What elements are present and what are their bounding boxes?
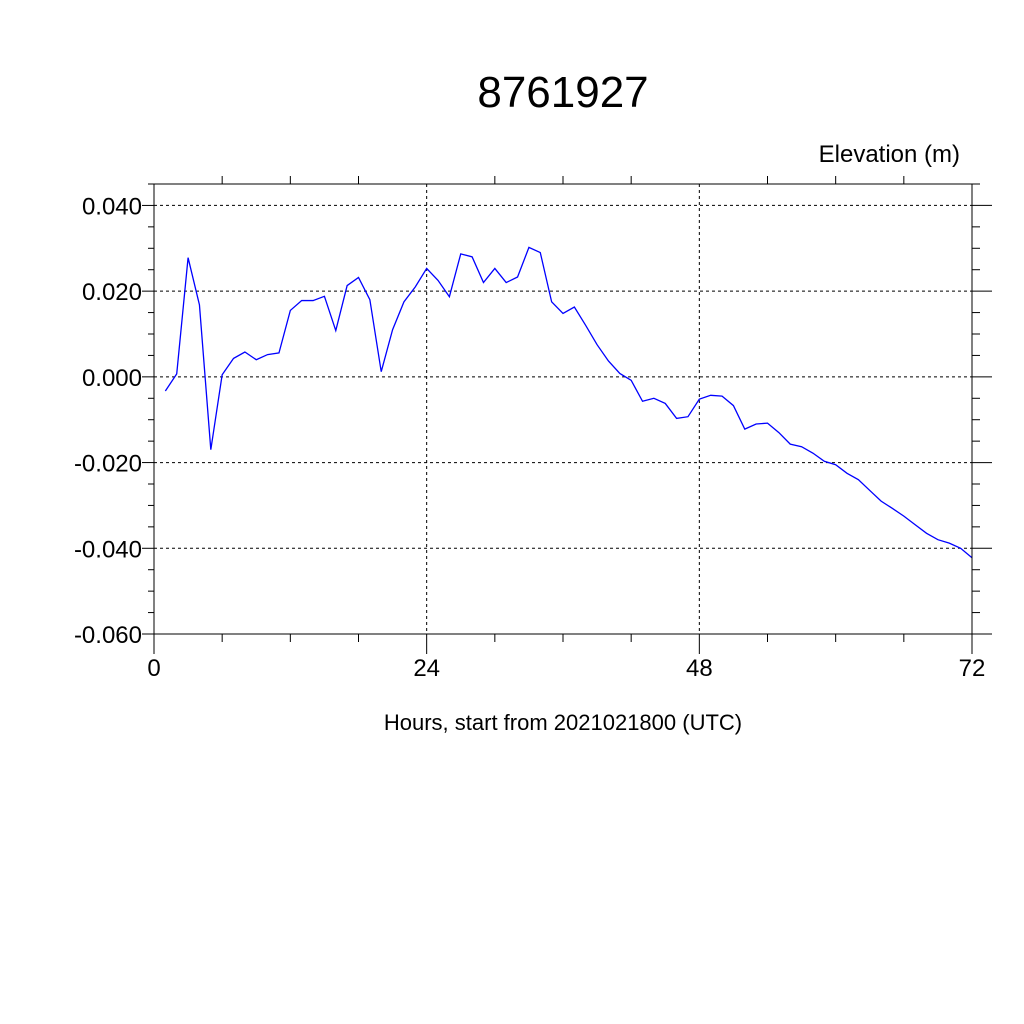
axis-ticks — [142, 176, 992, 654]
y-tick-label: 0.020 — [82, 279, 142, 306]
x-tick-label: 24 — [413, 655, 440, 682]
y-tick-label: -0.020 — [74, 451, 142, 478]
y-tick-label: -0.040 — [74, 536, 142, 563]
x-tick-label: 0 — [147, 655, 160, 682]
x-tick-label: 72 — [959, 655, 986, 682]
elevation-series-line — [164, 246, 973, 559]
plot-frame — [153, 183, 973, 635]
x-tick-label: 48 — [686, 655, 713, 682]
grid-lines — [153, 184, 973, 635]
series-layer — [164, 246, 973, 559]
y-tick-label: -0.060 — [74, 622, 142, 649]
y-axis-label: Elevation (m) — [819, 141, 960, 168]
y-tick-label: 0.040 — [82, 193, 142, 220]
chart-title: 8761927 — [477, 68, 648, 117]
x-axis-label: Hours, start from 2021021800 (UTC) — [384, 710, 742, 735]
y-tick-label: 0.000 — [82, 365, 142, 392]
